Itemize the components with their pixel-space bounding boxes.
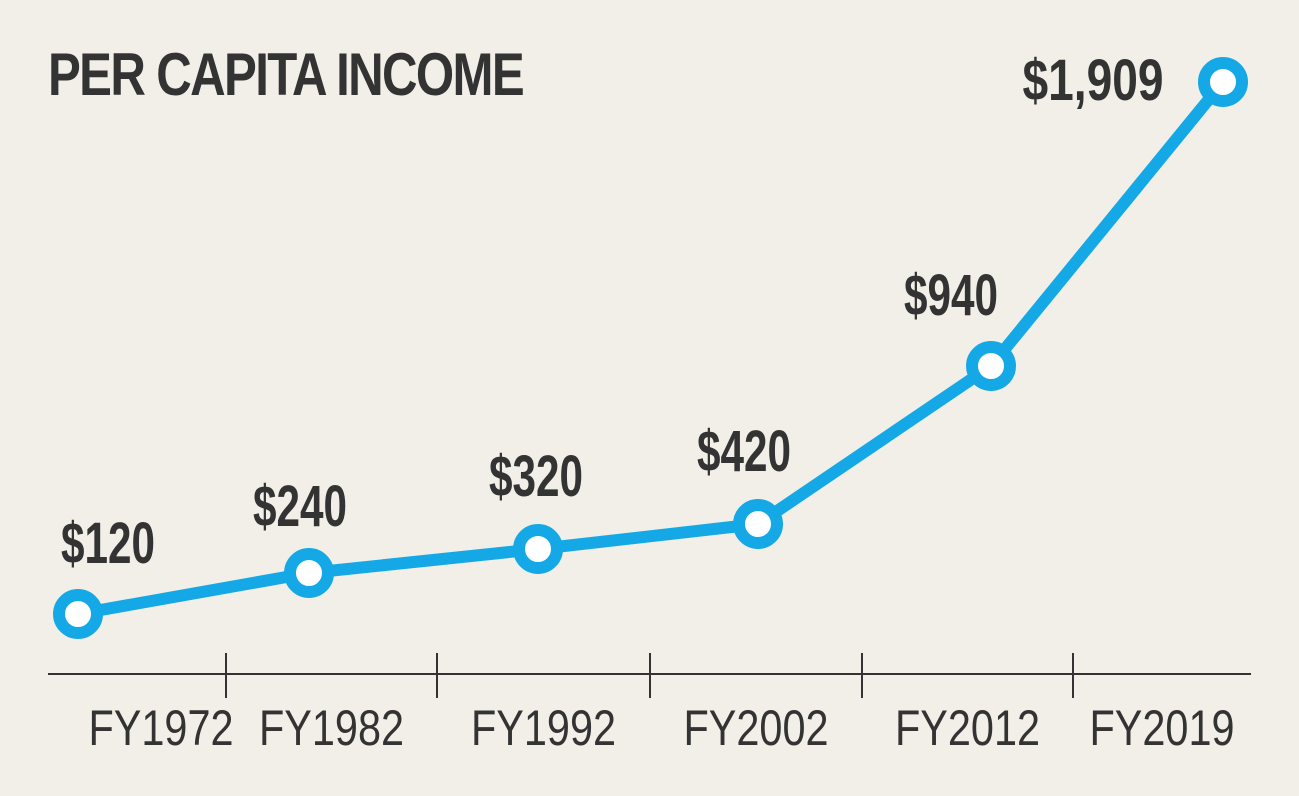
x-tick-label: FY1992: [471, 700, 616, 756]
data-point: [733, 499, 783, 549]
series-line-group: [72, 76, 1229, 620]
data-point: [513, 524, 563, 574]
data-label: $120: [61, 511, 155, 576]
data-point: [284, 548, 334, 598]
x-axis: [48, 653, 1251, 698]
data-label: $940: [904, 263, 998, 328]
data-label: $320: [489, 444, 583, 509]
chart-title: PER CAPITA INCOME: [48, 41, 525, 108]
x-tick-label: FY1982: [259, 700, 404, 756]
x-tick-label: FY2019: [1090, 700, 1235, 756]
data-labels: $120 $240 $320 $420 $940 $1,909: [61, 48, 1164, 576]
data-point: [1198, 57, 1248, 107]
x-tick-label: FY2002: [684, 700, 829, 756]
series-line: [72, 76, 1229, 620]
x-tick-label: FY2012: [895, 700, 1040, 756]
data-points: [53, 57, 1248, 639]
data-label: $420: [697, 419, 791, 484]
data-label: $240: [253, 474, 347, 539]
x-tick-label: FY1972: [89, 700, 234, 756]
x-tick-labels: FY1972 FY1982 FY1992 FY2002 FY2012 FY2019: [89, 700, 1235, 756]
data-point: [966, 341, 1016, 391]
data-label: $1,909: [1023, 48, 1164, 113]
data-point: [53, 589, 103, 639]
